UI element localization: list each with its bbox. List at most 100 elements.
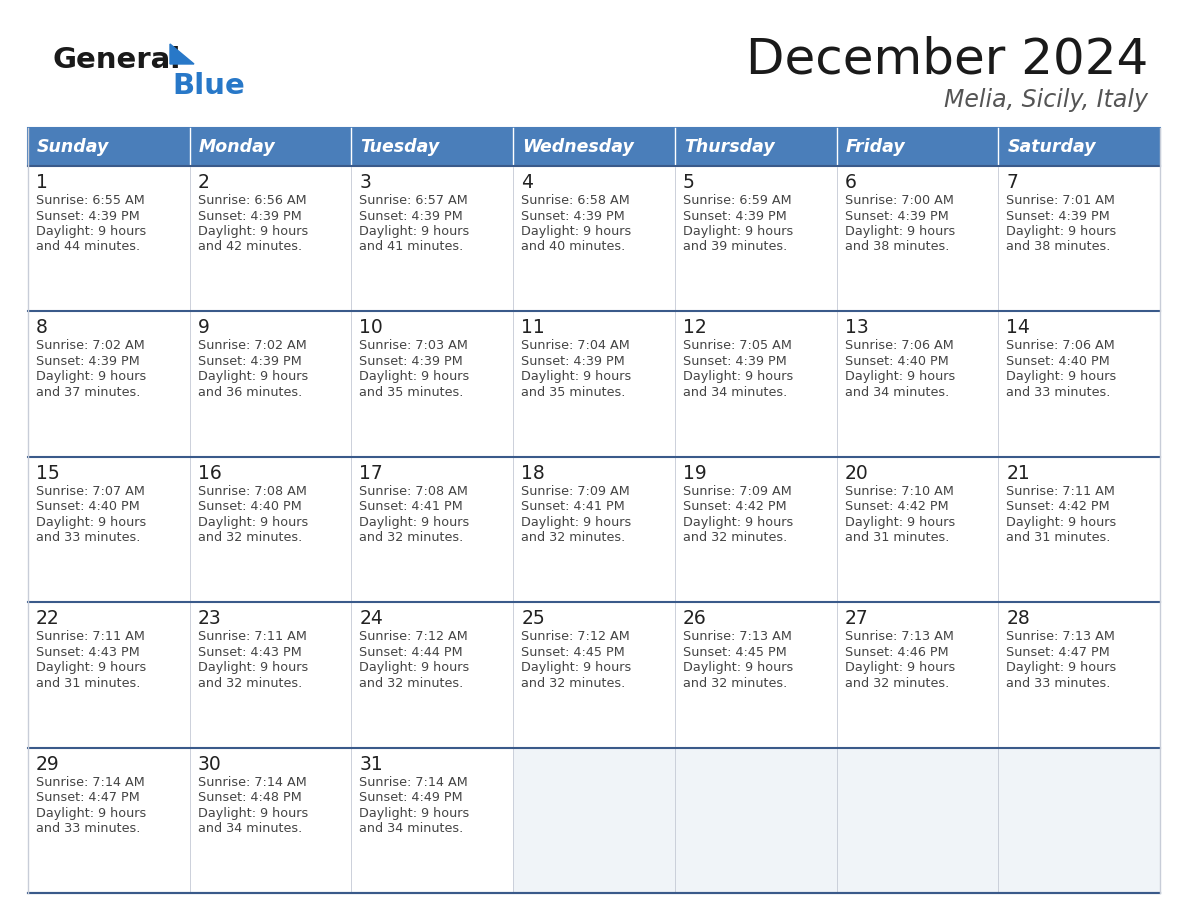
Text: Sunday: Sunday: [37, 138, 109, 156]
Bar: [836, 311, 998, 457]
Text: Tuesday: Tuesday: [360, 138, 440, 156]
Text: Daylight: 9 hours: Daylight: 9 hours: [360, 225, 469, 238]
Bar: [352, 602, 513, 747]
Text: and 31 minutes.: and 31 minutes.: [1006, 532, 1111, 544]
Text: and 32 minutes.: and 32 minutes.: [522, 677, 625, 689]
Text: 14: 14: [1006, 319, 1030, 338]
Bar: [836, 602, 998, 747]
Text: and 32 minutes.: and 32 minutes.: [197, 532, 302, 544]
Text: Saturday: Saturday: [1007, 138, 1095, 156]
Text: Daylight: 9 hours: Daylight: 9 hours: [522, 661, 631, 674]
Text: Thursday: Thursday: [684, 138, 775, 156]
Text: and 32 minutes.: and 32 minutes.: [197, 677, 302, 689]
Text: Sunrise: 7:13 AM: Sunrise: 7:13 AM: [1006, 630, 1116, 644]
Text: Sunrise: 7:12 AM: Sunrise: 7:12 AM: [360, 630, 468, 644]
Text: Daylight: 9 hours: Daylight: 9 hours: [845, 225, 955, 238]
Bar: [998, 311, 1159, 457]
Text: and 33 minutes.: and 33 minutes.: [36, 823, 140, 835]
Text: Sunrise: 7:02 AM: Sunrise: 7:02 AM: [36, 340, 145, 353]
Bar: [675, 457, 836, 602]
Text: Sunrise: 7:05 AM: Sunrise: 7:05 AM: [683, 340, 791, 353]
Text: and 38 minutes.: and 38 minutes.: [845, 241, 949, 253]
Text: Daylight: 9 hours: Daylight: 9 hours: [1006, 516, 1117, 529]
Text: Daylight: 9 hours: Daylight: 9 hours: [360, 807, 469, 820]
Text: Sunset: 4:39 PM: Sunset: 4:39 PM: [522, 355, 625, 368]
Text: and 34 minutes.: and 34 minutes.: [683, 386, 788, 399]
Text: and 33 minutes.: and 33 minutes.: [1006, 386, 1111, 399]
Text: and 42 minutes.: and 42 minutes.: [197, 241, 302, 253]
Text: Sunrise: 7:08 AM: Sunrise: 7:08 AM: [360, 485, 468, 498]
Text: and 36 minutes.: and 36 minutes.: [197, 386, 302, 399]
Text: 25: 25: [522, 610, 545, 628]
Text: Daylight: 9 hours: Daylight: 9 hours: [360, 516, 469, 529]
Bar: [675, 311, 836, 457]
Text: Daylight: 9 hours: Daylight: 9 hours: [1006, 661, 1117, 674]
Bar: [190, 747, 352, 893]
Bar: [190, 457, 352, 602]
Text: 4: 4: [522, 173, 533, 192]
Text: Daylight: 9 hours: Daylight: 9 hours: [683, 225, 794, 238]
Text: Daylight: 9 hours: Daylight: 9 hours: [197, 661, 308, 674]
Text: Sunrise: 6:56 AM: Sunrise: 6:56 AM: [197, 194, 307, 207]
Text: and 37 minutes.: and 37 minutes.: [36, 386, 140, 399]
Text: Sunset: 4:39 PM: Sunset: 4:39 PM: [360, 355, 463, 368]
Text: and 44 minutes.: and 44 minutes.: [36, 241, 140, 253]
Text: 30: 30: [197, 755, 221, 774]
Bar: [836, 166, 998, 311]
Text: Sunrise: 7:02 AM: Sunrise: 7:02 AM: [197, 340, 307, 353]
Text: Sunset: 4:40 PM: Sunset: 4:40 PM: [36, 500, 140, 513]
Text: Sunset: 4:39 PM: Sunset: 4:39 PM: [360, 209, 463, 222]
Text: Daylight: 9 hours: Daylight: 9 hours: [36, 370, 146, 384]
Text: 8: 8: [36, 319, 48, 338]
Text: 17: 17: [360, 464, 384, 483]
Bar: [29, 311, 190, 457]
Text: Sunrise: 7:12 AM: Sunrise: 7:12 AM: [522, 630, 630, 644]
Bar: [513, 166, 675, 311]
Text: Sunset: 4:39 PM: Sunset: 4:39 PM: [197, 209, 302, 222]
Text: Daylight: 9 hours: Daylight: 9 hours: [683, 516, 794, 529]
Text: Sunset: 4:43 PM: Sunset: 4:43 PM: [36, 645, 140, 659]
Bar: [29, 457, 190, 602]
Text: and 32 minutes.: and 32 minutes.: [360, 677, 463, 689]
Bar: [836, 457, 998, 602]
Text: and 31 minutes.: and 31 minutes.: [845, 532, 949, 544]
Text: Sunset: 4:39 PM: Sunset: 4:39 PM: [197, 355, 302, 368]
Text: Sunset: 4:40 PM: Sunset: 4:40 PM: [197, 500, 302, 513]
Text: Sunrise: 6:55 AM: Sunrise: 6:55 AM: [36, 194, 145, 207]
Text: Daylight: 9 hours: Daylight: 9 hours: [683, 370, 794, 384]
Text: Sunrise: 7:09 AM: Sunrise: 7:09 AM: [522, 485, 630, 498]
Bar: [998, 457, 1159, 602]
Text: Sunset: 4:42 PM: Sunset: 4:42 PM: [683, 500, 786, 513]
Text: 2: 2: [197, 173, 209, 192]
Text: and 38 minutes.: and 38 minutes.: [1006, 241, 1111, 253]
Text: Sunrise: 6:58 AM: Sunrise: 6:58 AM: [522, 194, 630, 207]
Text: Daylight: 9 hours: Daylight: 9 hours: [36, 661, 146, 674]
Text: Sunset: 4:48 PM: Sunset: 4:48 PM: [197, 791, 302, 804]
Bar: [29, 166, 190, 311]
Text: 26: 26: [683, 610, 707, 628]
Text: and 41 minutes.: and 41 minutes.: [360, 241, 463, 253]
Text: Sunrise: 7:06 AM: Sunrise: 7:06 AM: [1006, 340, 1116, 353]
Text: Daylight: 9 hours: Daylight: 9 hours: [522, 370, 631, 384]
Bar: [998, 128, 1159, 166]
Text: and 33 minutes.: and 33 minutes.: [36, 532, 140, 544]
Text: 28: 28: [1006, 610, 1030, 628]
Text: Sunset: 4:39 PM: Sunset: 4:39 PM: [522, 209, 625, 222]
Text: Daylight: 9 hours: Daylight: 9 hours: [522, 225, 631, 238]
Text: 10: 10: [360, 319, 384, 338]
Text: Daylight: 9 hours: Daylight: 9 hours: [36, 807, 146, 820]
Text: Daylight: 9 hours: Daylight: 9 hours: [36, 516, 146, 529]
Bar: [29, 747, 190, 893]
Text: Sunrise: 7:14 AM: Sunrise: 7:14 AM: [360, 776, 468, 789]
Text: Sunrise: 6:59 AM: Sunrise: 6:59 AM: [683, 194, 791, 207]
Text: Daylight: 9 hours: Daylight: 9 hours: [360, 370, 469, 384]
Text: Sunrise: 7:08 AM: Sunrise: 7:08 AM: [197, 485, 307, 498]
Text: 24: 24: [360, 610, 384, 628]
Text: General: General: [52, 46, 181, 74]
Bar: [190, 166, 352, 311]
Bar: [29, 128, 190, 166]
Text: Sunset: 4:39 PM: Sunset: 4:39 PM: [845, 209, 948, 222]
Text: and 35 minutes.: and 35 minutes.: [360, 386, 463, 399]
Text: and 35 minutes.: and 35 minutes.: [522, 386, 626, 399]
Text: Sunrise: 7:11 AM: Sunrise: 7:11 AM: [1006, 485, 1116, 498]
